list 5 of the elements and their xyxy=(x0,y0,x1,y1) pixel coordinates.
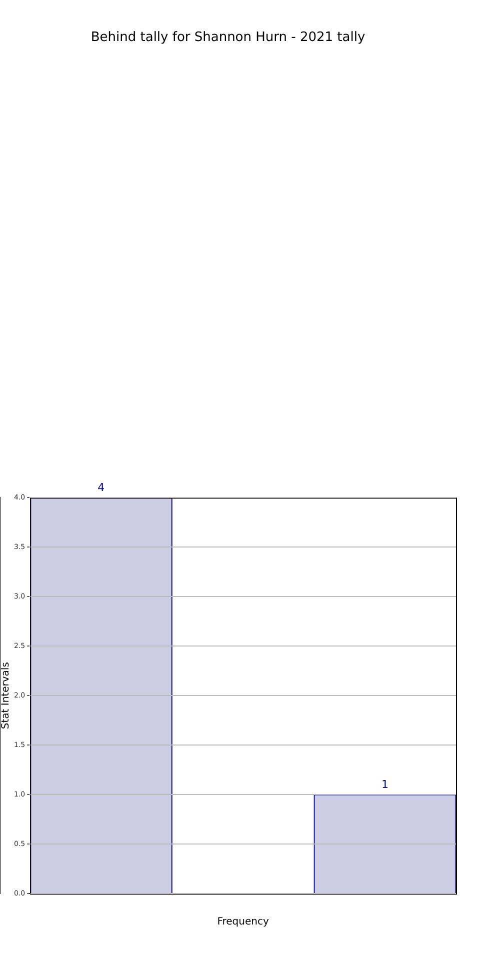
chart-title: Behind tally for Shannon Hurn - 2021 tally xyxy=(90,30,366,46)
data-label: 1 xyxy=(382,778,389,791)
x-axis-title: Frequency xyxy=(217,916,269,928)
y-axis-title: Stat Intervals xyxy=(0,662,12,730)
data-label: 4 xyxy=(98,480,105,494)
